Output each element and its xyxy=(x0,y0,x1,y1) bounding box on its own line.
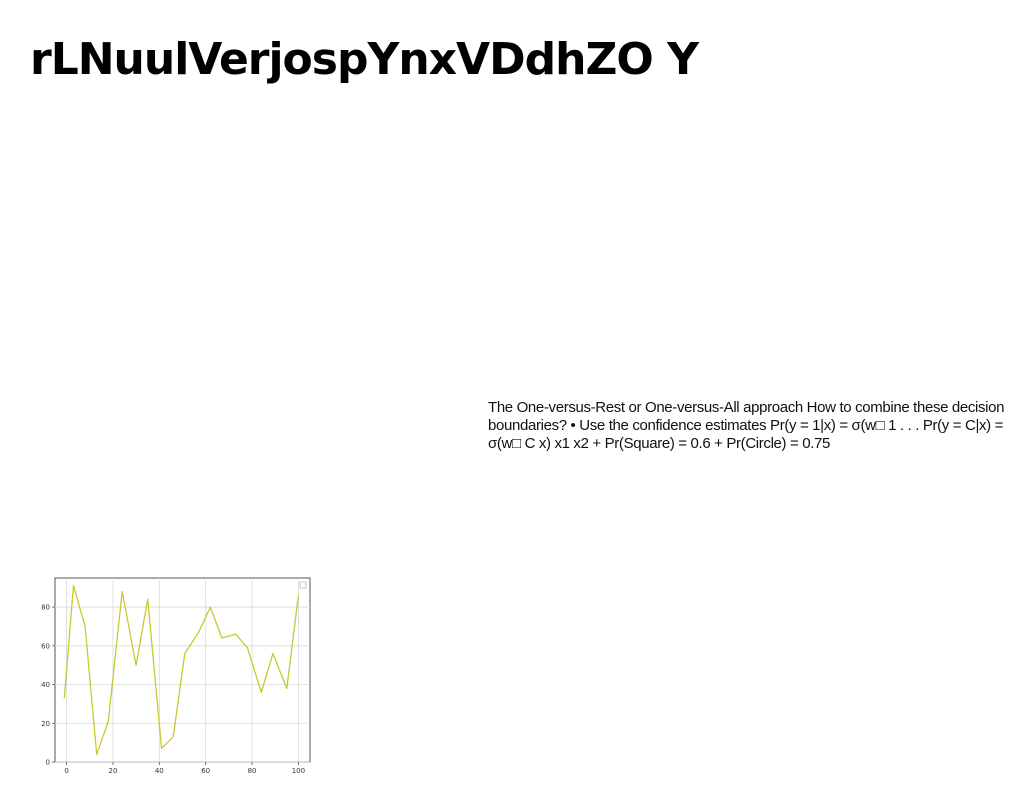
x-tick-label: 20 xyxy=(108,767,117,775)
grid-lines xyxy=(55,578,310,763)
line-chart: 0 20 40 60 80 100 0 20 40 60 80 xyxy=(30,572,320,778)
series-layer xyxy=(63,585,300,755)
slide-title: rLNuulVerjospYnxVDdhZO Y xyxy=(30,34,699,85)
series-line xyxy=(63,585,300,755)
y-tick-label: 20 xyxy=(41,720,50,728)
line-chart-svg: 0 20 40 60 80 100 0 20 40 60 80 xyxy=(41,577,311,775)
x-tick-label: 100 xyxy=(292,767,305,775)
x-tick-label: 80 xyxy=(248,767,257,775)
slide-body-text: The One-versus-Rest or One-versus-All ap… xyxy=(488,399,1005,452)
y-tick-label: 40 xyxy=(41,681,50,689)
x-tick-label: 60 xyxy=(201,767,210,775)
y-tick-label: 80 xyxy=(41,604,50,612)
y-tick-label: 60 xyxy=(41,642,50,650)
legend-box xyxy=(299,581,307,589)
x-tick-label: 40 xyxy=(155,767,164,775)
axis-ticks: 0 20 40 60 80 100 0 20 40 60 80 xyxy=(41,604,305,775)
y-tick-label: 0 xyxy=(46,759,50,767)
x-tick-label: 0 xyxy=(64,767,68,775)
